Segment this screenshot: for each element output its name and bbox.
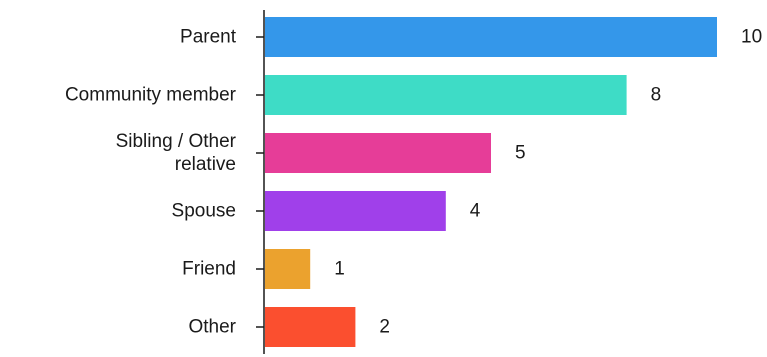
value-label-3: 4 [470, 201, 481, 222]
category-label-5: Other [188, 317, 236, 338]
category-label-4: Friend [182, 259, 236, 280]
category-label-0: Parent [180, 27, 237, 48]
bar-0 [265, 17, 717, 57]
bar-5 [265, 307, 356, 347]
category-label-1: Community member [65, 85, 237, 106]
value-label-4: 1 [334, 259, 345, 280]
bar-3 [265, 191, 446, 231]
category-label-3: Spouse [172, 201, 236, 222]
value-label-0: 10 [741, 27, 762, 48]
value-label-5: 2 [379, 317, 390, 338]
bars-group: Parent 10 Community member 8 Sibling / Other… [65, 17, 762, 347]
value-label-2: 5 [515, 143, 526, 164]
bar-2 [265, 133, 491, 173]
bar-1 [265, 75, 627, 115]
value-label-1: 8 [651, 85, 662, 106]
category-label-2: Sibling / Other relative [116, 131, 237, 175]
bar-4 [265, 249, 311, 289]
